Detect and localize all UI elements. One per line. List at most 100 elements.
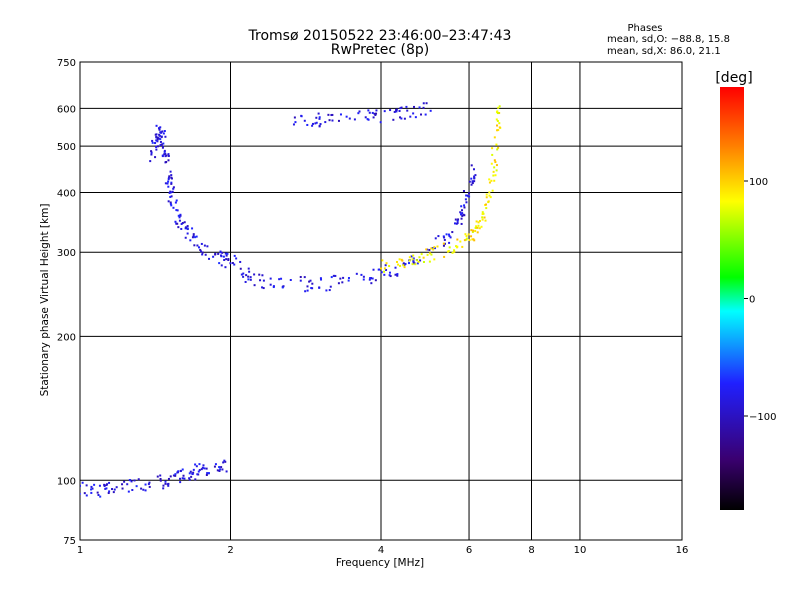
data-point: [299, 279, 302, 282]
data-point: [175, 222, 178, 225]
data-point: [248, 270, 251, 273]
data-point: [144, 483, 147, 486]
data-point: [460, 213, 463, 216]
data-point: [174, 474, 177, 477]
data-point: [186, 232, 189, 235]
data-point: [308, 280, 311, 283]
data-point: [90, 488, 93, 491]
data-point: [453, 249, 456, 252]
data-point: [167, 180, 170, 183]
data-point: [159, 477, 162, 480]
data-point: [470, 177, 473, 180]
data-point: [303, 119, 306, 122]
data-point: [154, 142, 157, 145]
data-point: [400, 117, 403, 120]
data-point: [151, 141, 154, 144]
data-point: [247, 275, 250, 278]
data-point: [491, 189, 494, 192]
data-point: [471, 180, 474, 183]
data-point: [399, 107, 402, 110]
data-point: [126, 483, 129, 486]
data-point: [163, 130, 166, 133]
data-point: [167, 185, 170, 188]
data-point: [426, 253, 429, 256]
data-point: [188, 478, 191, 481]
data-point: [176, 222, 179, 225]
data-point: [460, 217, 463, 220]
data-point: [498, 126, 501, 129]
data-point: [218, 466, 221, 469]
data-point: [385, 268, 388, 271]
colorbar-ticks: 100 0 −100: [744, 177, 776, 423]
data-point: [457, 218, 460, 221]
data-point: [162, 132, 165, 135]
data-point: [154, 133, 157, 136]
data-point: [481, 213, 484, 216]
data-point: [468, 192, 471, 195]
data-point: [374, 113, 377, 116]
data-point: [493, 179, 496, 182]
data-point: [158, 128, 161, 131]
data-point: [242, 272, 245, 275]
data-point: [471, 230, 474, 233]
data-point: [495, 169, 498, 172]
data-point: [470, 183, 473, 186]
data-point: [374, 279, 377, 282]
data-point: [403, 266, 406, 269]
data-point: [449, 236, 452, 239]
data-point: [388, 274, 391, 277]
data-point: [314, 122, 317, 125]
data-point: [147, 483, 150, 486]
data-point: [448, 246, 451, 249]
data-point: [368, 278, 371, 281]
data-point: [175, 209, 178, 212]
data-point: [461, 209, 464, 212]
data-point: [372, 116, 375, 119]
data-point: [415, 259, 418, 262]
data-point: [150, 153, 153, 156]
data-point: [478, 219, 481, 222]
data-point: [192, 468, 195, 471]
y-tick-label: 500: [57, 142, 76, 153]
data-point: [398, 258, 401, 261]
data-point: [328, 289, 331, 292]
data-point: [318, 116, 321, 119]
data-point: [315, 121, 318, 124]
y-tick-label: 100: [57, 476, 76, 487]
data-point: [465, 237, 468, 240]
data-point: [331, 119, 334, 122]
data-point: [157, 145, 160, 148]
data-point: [342, 276, 345, 279]
data-point: [412, 262, 415, 265]
data-point: [208, 257, 211, 260]
data-point: [137, 478, 140, 481]
data-point: [91, 487, 94, 490]
data-point: [167, 484, 170, 487]
data-point: [490, 162, 493, 165]
data-point: [417, 260, 420, 263]
data-point: [159, 144, 162, 147]
data-point: [244, 280, 247, 283]
data-point: [218, 470, 221, 473]
data-point: [182, 474, 185, 477]
data-point: [259, 279, 262, 282]
data-point: [318, 125, 321, 128]
data-point: [318, 286, 321, 289]
data-point: [131, 488, 134, 491]
data-point: [155, 124, 158, 127]
y-axis: 75 100 200 300 400 500 600 750: [57, 58, 76, 547]
data-point: [159, 126, 162, 129]
data-point: [393, 110, 396, 113]
data-point: [498, 122, 501, 125]
data-point: [162, 142, 165, 145]
data-point: [164, 482, 167, 485]
data-point: [164, 135, 167, 138]
data-point: [468, 195, 471, 198]
data-point: [233, 254, 236, 257]
data-point: [358, 110, 361, 113]
data-point: [162, 484, 165, 487]
data-point: [155, 145, 158, 148]
data-point: [162, 487, 165, 490]
data-point: [339, 277, 342, 280]
data-point: [148, 481, 151, 484]
